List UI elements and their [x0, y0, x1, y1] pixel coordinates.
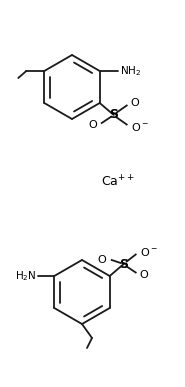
- Text: S: S: [109, 108, 118, 122]
- Text: O$^-$: O$^-$: [131, 121, 149, 133]
- Text: O: O: [97, 255, 106, 265]
- Text: NH$_2$: NH$_2$: [120, 64, 141, 78]
- Text: O: O: [88, 120, 97, 130]
- Text: Ca$^{++}$: Ca$^{++}$: [101, 175, 135, 190]
- Text: H$_2$N: H$_2$N: [15, 269, 36, 283]
- Text: O: O: [140, 270, 149, 280]
- Text: O$^-$: O$^-$: [140, 246, 158, 258]
- Text: O: O: [131, 98, 139, 108]
- Text: S: S: [119, 257, 128, 271]
